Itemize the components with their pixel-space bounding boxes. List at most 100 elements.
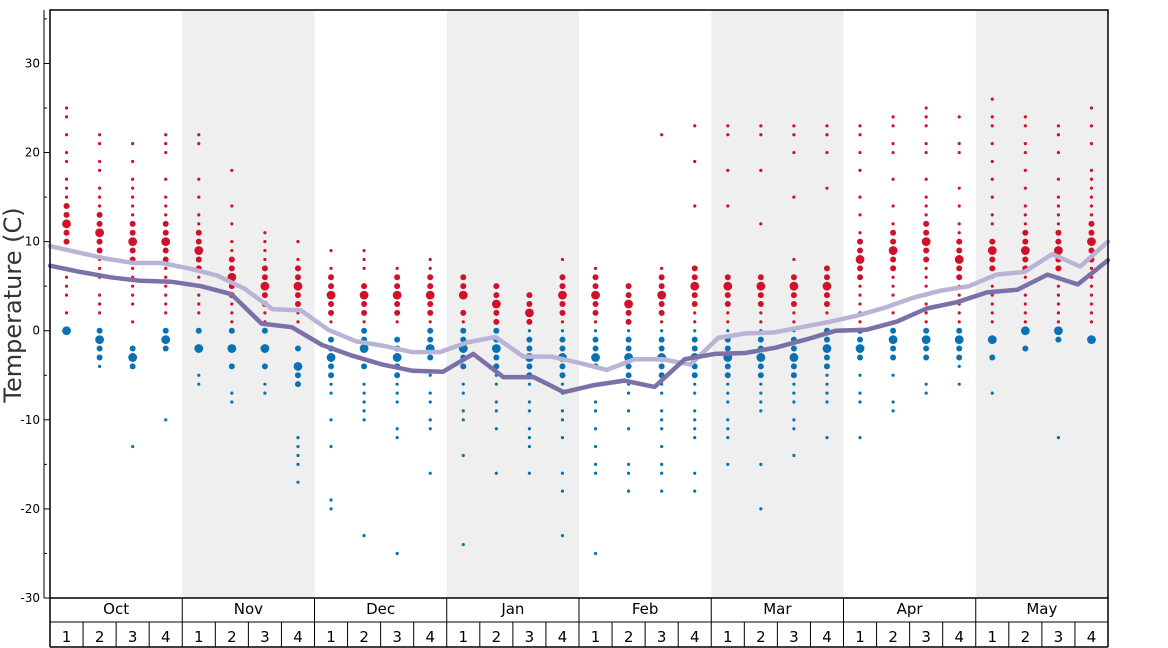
warm-point xyxy=(858,133,862,137)
warm-point xyxy=(921,237,931,247)
warm-point xyxy=(858,293,862,297)
cold-point xyxy=(96,354,103,361)
warm-point xyxy=(526,301,533,307)
cold-point xyxy=(923,345,930,352)
warm-point xyxy=(825,133,829,137)
warm-point xyxy=(560,320,565,324)
warm-point xyxy=(658,301,665,307)
warm-point xyxy=(131,320,135,324)
warm-point xyxy=(1023,320,1027,324)
warm-point xyxy=(131,266,135,270)
warm-point xyxy=(294,265,301,272)
warm-point xyxy=(957,231,961,235)
month-band-jan xyxy=(446,10,579,598)
warm-point xyxy=(197,213,201,217)
warm-point xyxy=(64,195,69,199)
warm-point xyxy=(64,115,69,119)
week-label: 2 xyxy=(359,628,369,646)
month-label-feb: Feb xyxy=(632,600,659,618)
warm-point xyxy=(1023,168,1027,172)
y-tick-label: 20 xyxy=(25,146,40,160)
cold-point xyxy=(460,363,467,370)
cold-point xyxy=(362,382,366,386)
warm-point xyxy=(131,142,135,146)
warm-point xyxy=(294,274,301,281)
warm-point xyxy=(394,274,401,281)
cold-point xyxy=(427,327,434,334)
week-label: 3 xyxy=(657,628,667,646)
warm-point xyxy=(197,293,201,297)
cold-point xyxy=(660,462,664,466)
cold-point xyxy=(626,489,631,493)
warm-point xyxy=(1055,238,1062,245)
warm-point xyxy=(97,195,102,199)
cold-point xyxy=(792,453,796,458)
warm-point xyxy=(1022,229,1029,236)
warm-point xyxy=(428,257,432,262)
cold-point xyxy=(726,418,730,422)
warm-point xyxy=(261,292,268,299)
warm-point xyxy=(858,320,862,324)
warm-point xyxy=(1056,204,1061,208)
week-label: 1 xyxy=(855,628,865,646)
warm-point xyxy=(1087,237,1096,247)
cold-point xyxy=(592,345,599,352)
warm-point xyxy=(64,311,69,315)
cold-point xyxy=(526,336,533,343)
warm-point xyxy=(888,246,898,255)
cold-point xyxy=(625,336,632,343)
cold-point xyxy=(164,418,168,422)
warm-point xyxy=(1089,195,1094,199)
warm-point xyxy=(660,133,664,137)
warm-point xyxy=(1023,213,1027,217)
warm-point xyxy=(624,299,633,309)
warm-point xyxy=(97,186,102,190)
warm-point xyxy=(990,213,994,217)
cold-point xyxy=(1054,326,1063,336)
warm-point xyxy=(857,265,864,272)
cold-point xyxy=(359,344,369,353)
week-label: 3 xyxy=(1054,628,1064,646)
warm-point xyxy=(1056,150,1061,155)
cold-point xyxy=(956,354,963,361)
cold-point xyxy=(162,345,169,352)
warm-point xyxy=(64,106,69,110)
warm-point xyxy=(693,124,697,128)
warm-point xyxy=(857,274,864,281)
warm-point xyxy=(161,237,171,247)
warm-point xyxy=(956,238,963,245)
warm-point xyxy=(131,177,135,181)
cold-point xyxy=(726,329,730,333)
warm-point xyxy=(858,168,862,172)
warm-point xyxy=(1023,186,1027,190)
warm-point xyxy=(625,283,632,290)
warm-point xyxy=(625,318,632,325)
warm-point xyxy=(197,195,201,199)
cold-point xyxy=(593,462,598,466)
warm-point xyxy=(197,222,201,226)
cold-point xyxy=(328,336,335,343)
cold-point xyxy=(362,418,366,422)
cold-point xyxy=(823,336,830,343)
cold-point xyxy=(825,400,829,404)
warm-point xyxy=(359,290,369,300)
cold-point xyxy=(461,418,465,422)
warm-point xyxy=(460,283,467,290)
warm-point xyxy=(924,204,928,208)
week-label: 2 xyxy=(227,628,237,646)
cold-point xyxy=(792,427,796,431)
cold-point xyxy=(294,381,301,388)
warm-point xyxy=(858,124,862,128)
cold-point xyxy=(757,363,764,370)
cold-point xyxy=(128,353,138,362)
warm-point xyxy=(164,195,168,199)
warm-point xyxy=(164,133,168,137)
warm-point xyxy=(230,320,234,324)
warm-point xyxy=(759,320,763,324)
warm-point xyxy=(96,247,103,254)
cold-point xyxy=(428,391,432,395)
cold-point xyxy=(924,382,928,386)
warm-point xyxy=(228,265,235,272)
warm-point xyxy=(792,124,796,128)
cold-point xyxy=(296,436,300,440)
